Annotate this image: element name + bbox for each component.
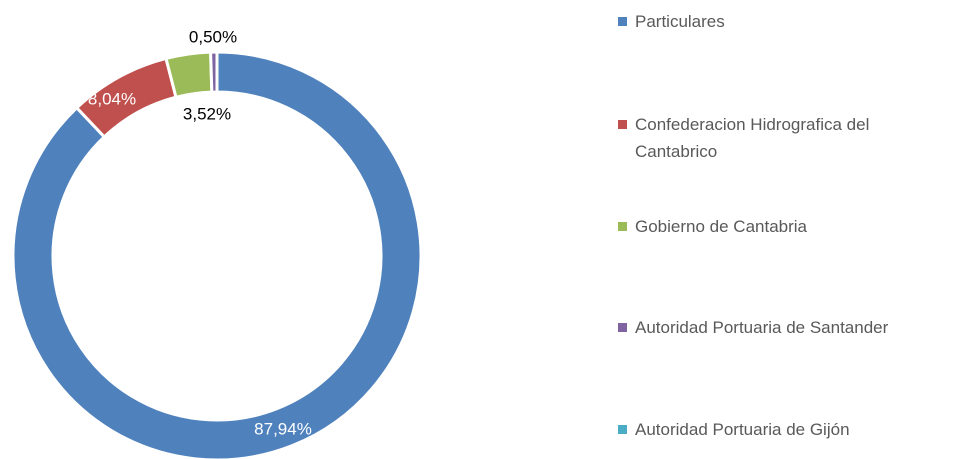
legend-label: Confederacion Hidrografica del Cantabric… (635, 115, 870, 161)
legend-label: Gobierno de Cantabria (635, 217, 808, 236)
legend-item: Gobierno de Cantabria (614, 213, 954, 240)
data-label: 8,04% (88, 89, 136, 108)
legend-swatch (618, 222, 627, 231)
legend-item: Particulares (614, 8, 954, 35)
legend-label: Autoridad Portuaria de Santander (635, 318, 889, 337)
legend-swatch (618, 323, 627, 332)
legend-item: Autoridad Portuaria de Gijón (614, 416, 954, 443)
donut-segment (11, 50, 423, 459)
legend-swatch (618, 17, 627, 26)
legend-swatch (618, 425, 627, 434)
donut-segment (164, 50, 214, 100)
data-label: 3,52% (183, 104, 231, 123)
legend-item: Confederacion Hidrografica del Cantabric… (614, 111, 954, 165)
legend-label: Particulares (635, 12, 725, 31)
legend-swatch (618, 120, 627, 129)
data-label: 0,50% (189, 27, 237, 46)
donut-segment (209, 50, 219, 94)
data-label: 87,94% (254, 419, 312, 438)
legend-label: Autoridad Portuaria de Gijón (635, 420, 850, 439)
legend-item: Autoridad Portuaria de Santander (614, 314, 954, 341)
